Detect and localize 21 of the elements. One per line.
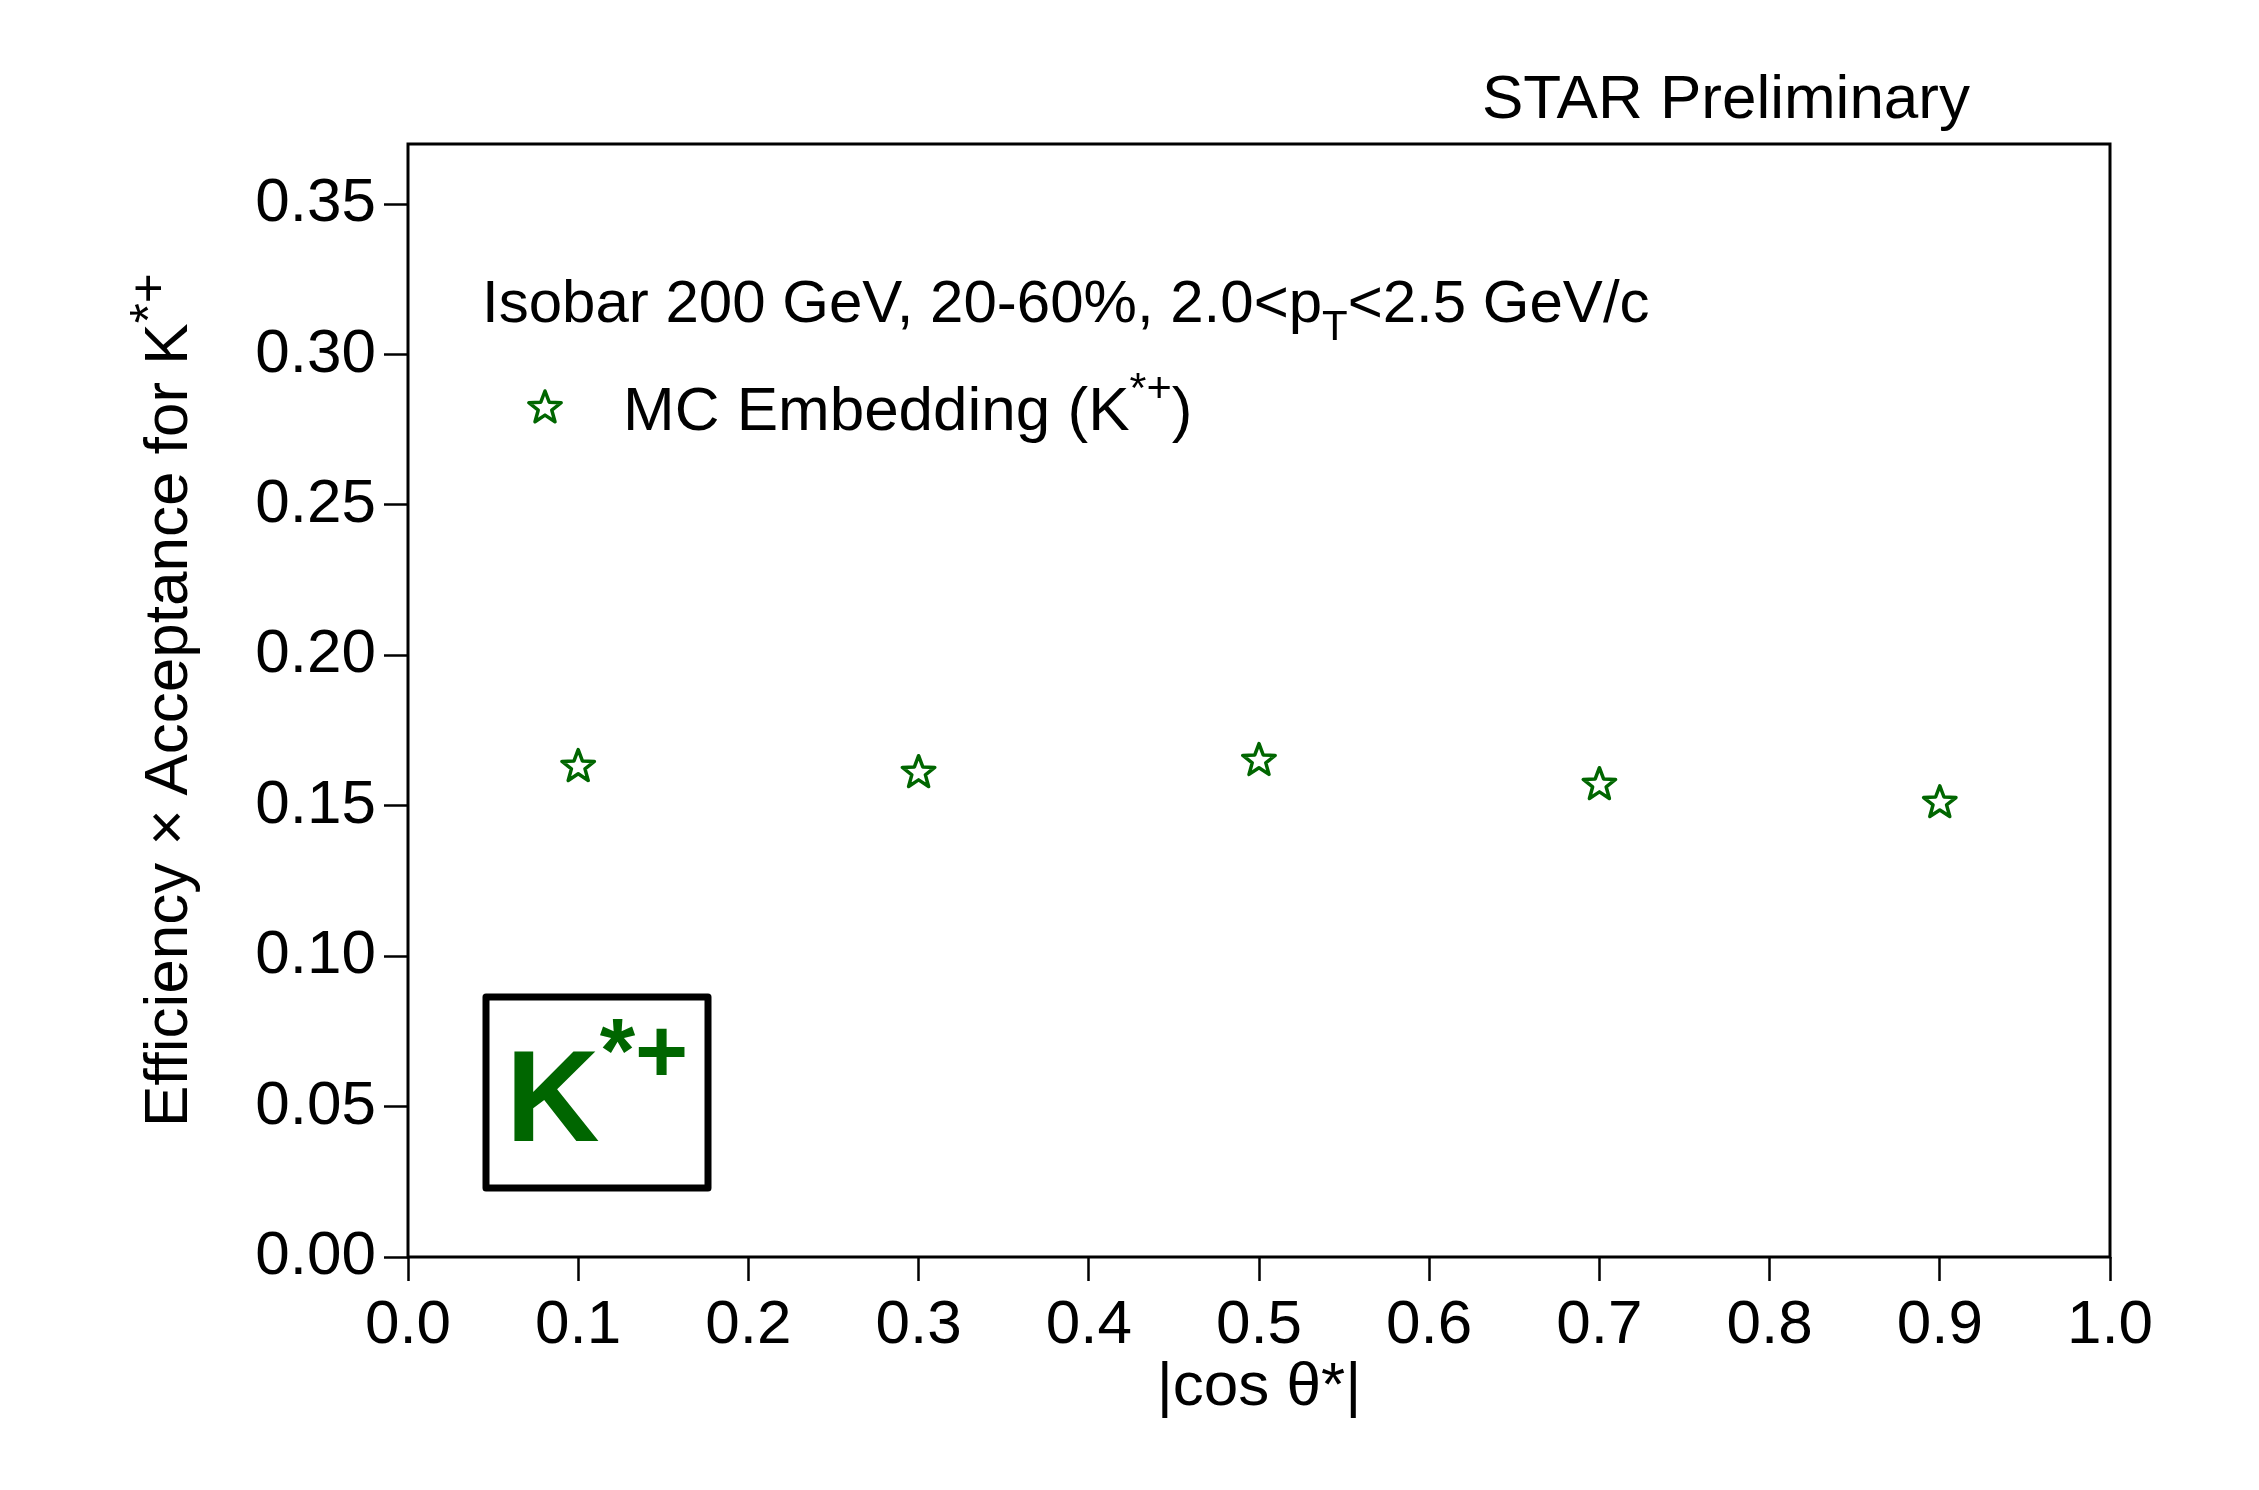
x-tick-label: 0.9 [1896, 1287, 1983, 1357]
x-tick-label: 1.0 [2066, 1287, 2154, 1357]
y-tick-label: 0.35 [255, 165, 376, 235]
legend-label: MC Embedding (K*+) [623, 363, 1193, 443]
annotation: K*+ [505, 1000, 689, 1169]
y-tick-label: 0.15 [255, 766, 376, 836]
x-tick-label: 0.1 [535, 1287, 622, 1357]
x-tick-label: 0.3 [875, 1287, 962, 1357]
x-tick-label: 0.4 [1045, 1287, 1132, 1357]
y-tick-label: 0.10 [255, 917, 376, 987]
x-tick-label: 0.0 [364, 1287, 452, 1357]
x-tick-label: 0.6 [1386, 1287, 1473, 1357]
y-tick-label: 0.00 [255, 1218, 376, 1288]
y-tick-label: 0.05 [255, 1067, 376, 1137]
y-tick-label: 0.30 [255, 315, 376, 385]
x-tick-label: 0.2 [705, 1287, 792, 1357]
x-tick-label: 0.7 [1556, 1287, 1643, 1357]
x-tick-label: 0.8 [1726, 1287, 1813, 1357]
chart-title: STAR Preliminary [1481, 62, 1971, 131]
y-tick-label: 0.25 [255, 466, 376, 536]
y-tick-label: 0.20 [255, 616, 376, 686]
